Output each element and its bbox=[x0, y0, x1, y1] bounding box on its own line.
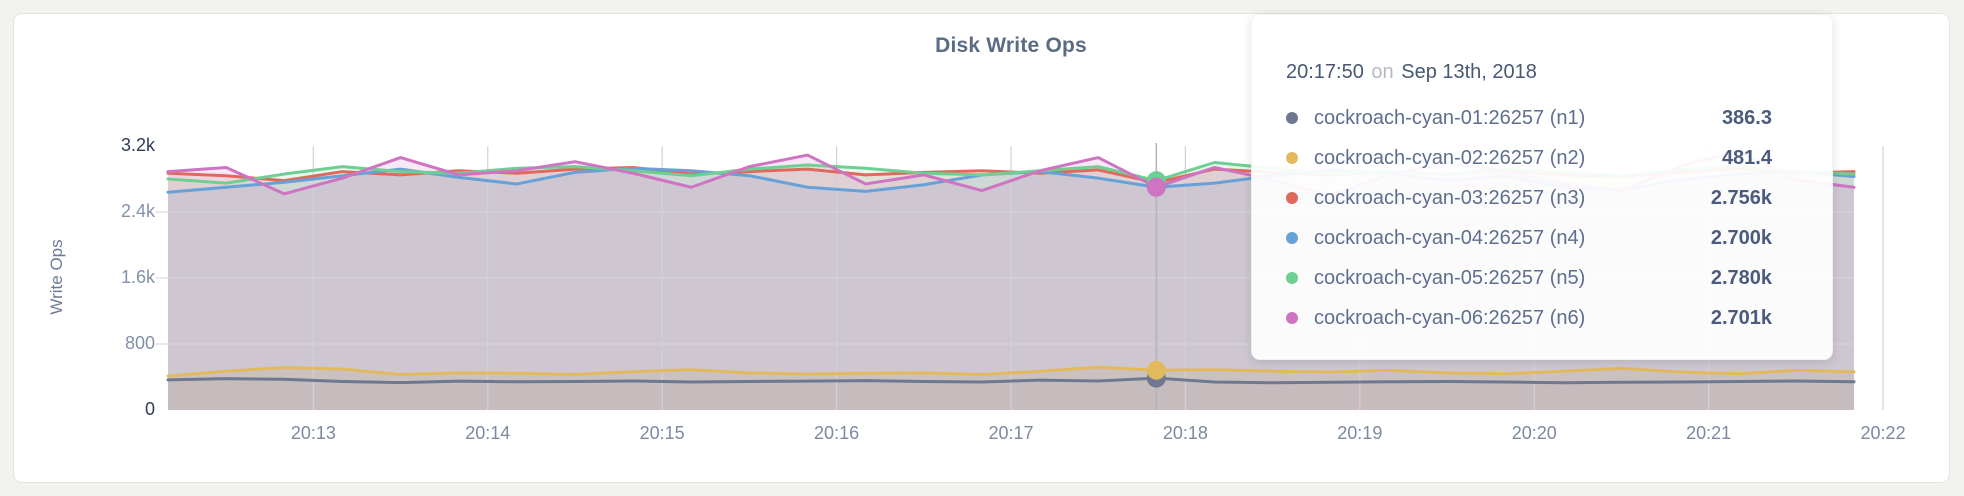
x-tick-label: 20:14 bbox=[465, 423, 511, 443]
x-tick-label: 20:13 bbox=[290, 423, 336, 443]
y-tick-label: 0 bbox=[144, 399, 155, 419]
tooltip-series-label: cockroach-cyan-04:26257 (n4) bbox=[1314, 226, 1586, 249]
y-tick-label: 2.4k bbox=[120, 201, 155, 221]
tooltip-row-n4: cockroach-cyan-04:26257 (n4) 2.700k bbox=[1286, 218, 1772, 258]
series-color-dot-icon bbox=[1286, 312, 1298, 324]
tooltip-row-n3: cockroach-cyan-03:26257 (n3) 2.756k bbox=[1286, 178, 1772, 218]
tooltip-series-label: cockroach-cyan-06:26257 (n6) bbox=[1314, 306, 1586, 329]
tooltip-row-n2: cockroach-cyan-02:26257 (n2) 481.4 bbox=[1286, 138, 1772, 178]
hover-dot-n6 bbox=[1146, 177, 1166, 197]
x-tick-label: 20:15 bbox=[639, 423, 685, 443]
tooltip-series-label: cockroach-cyan-05:26257 (n5) bbox=[1314, 266, 1586, 289]
tooltip-row-n5: cockroach-cyan-05:26257 (n5) 2.780k bbox=[1286, 258, 1772, 298]
x-tick-label: 20:16 bbox=[814, 423, 860, 443]
series-color-dot-icon bbox=[1286, 112, 1298, 124]
x-tick-label: 20:19 bbox=[1337, 423, 1383, 443]
y-tick-label: 3.2k bbox=[120, 135, 155, 155]
tooltip-series-value: 2.756k bbox=[1710, 186, 1772, 209]
x-tick-label: 20:18 bbox=[1162, 423, 1208, 443]
tooltip-series-value: 386.3 bbox=[1721, 106, 1772, 129]
chart-title: Disk Write Ops bbox=[935, 34, 1087, 57]
y-tick-label: 800 bbox=[124, 333, 155, 353]
tooltip-row-n1: cockroach-cyan-01:26257 (n1) 386.3 bbox=[1286, 98, 1772, 138]
tooltip-time: 20:17:50 bbox=[1286, 61, 1364, 83]
x-tick-label: 20:20 bbox=[1511, 423, 1557, 443]
tooltip-header: 20:17:50 on Sep 13th, 2018 bbox=[1286, 61, 1772, 84]
series-color-dot-icon bbox=[1286, 152, 1298, 164]
series-color-dot-icon bbox=[1286, 272, 1298, 284]
hover-tooltip: 20:17:50 on Sep 13th, 2018 cockroach-cya… bbox=[1251, 14, 1833, 360]
tooltip-series-value: 2.701k bbox=[1710, 306, 1772, 329]
tooltip-series-value: 481.4 bbox=[1721, 146, 1772, 169]
x-tick-label: 20:22 bbox=[1860, 423, 1906, 443]
tooltip-series-value: 2.780k bbox=[1710, 266, 1772, 289]
tooltip-series-label: cockroach-cyan-03:26257 (n3) bbox=[1314, 186, 1586, 209]
tooltip-series-label: cockroach-cyan-02:26257 (n2) bbox=[1314, 146, 1586, 169]
series-color-dot-icon bbox=[1286, 192, 1298, 204]
tooltip-legend-rows: cockroach-cyan-01:26257 (n1) 386.3 cockroa… bbox=[1286, 98, 1772, 338]
tooltip-series-label: cockroach-cyan-01:26257 (n1) bbox=[1314, 106, 1586, 129]
y-tick-label: 1.6k bbox=[120, 267, 155, 287]
tooltip-series-value: 2.700k bbox=[1710, 226, 1772, 249]
tooltip-date: Sep 13th, 2018 bbox=[1401, 61, 1537, 83]
series-line-n2 bbox=[166, 365, 1856, 378]
series-line-n1 bbox=[166, 376, 1856, 385]
tooltip-on-word: on bbox=[1371, 61, 1394, 83]
x-tick-label: 20:21 bbox=[1686, 423, 1732, 443]
x-tick-label: 20:17 bbox=[988, 423, 1034, 443]
tooltip-row-n6: cockroach-cyan-06:26257 (n6) 2.701k bbox=[1286, 298, 1772, 338]
series-color-dot-icon bbox=[1286, 232, 1298, 244]
hover-dot-n2 bbox=[1146, 360, 1166, 380]
